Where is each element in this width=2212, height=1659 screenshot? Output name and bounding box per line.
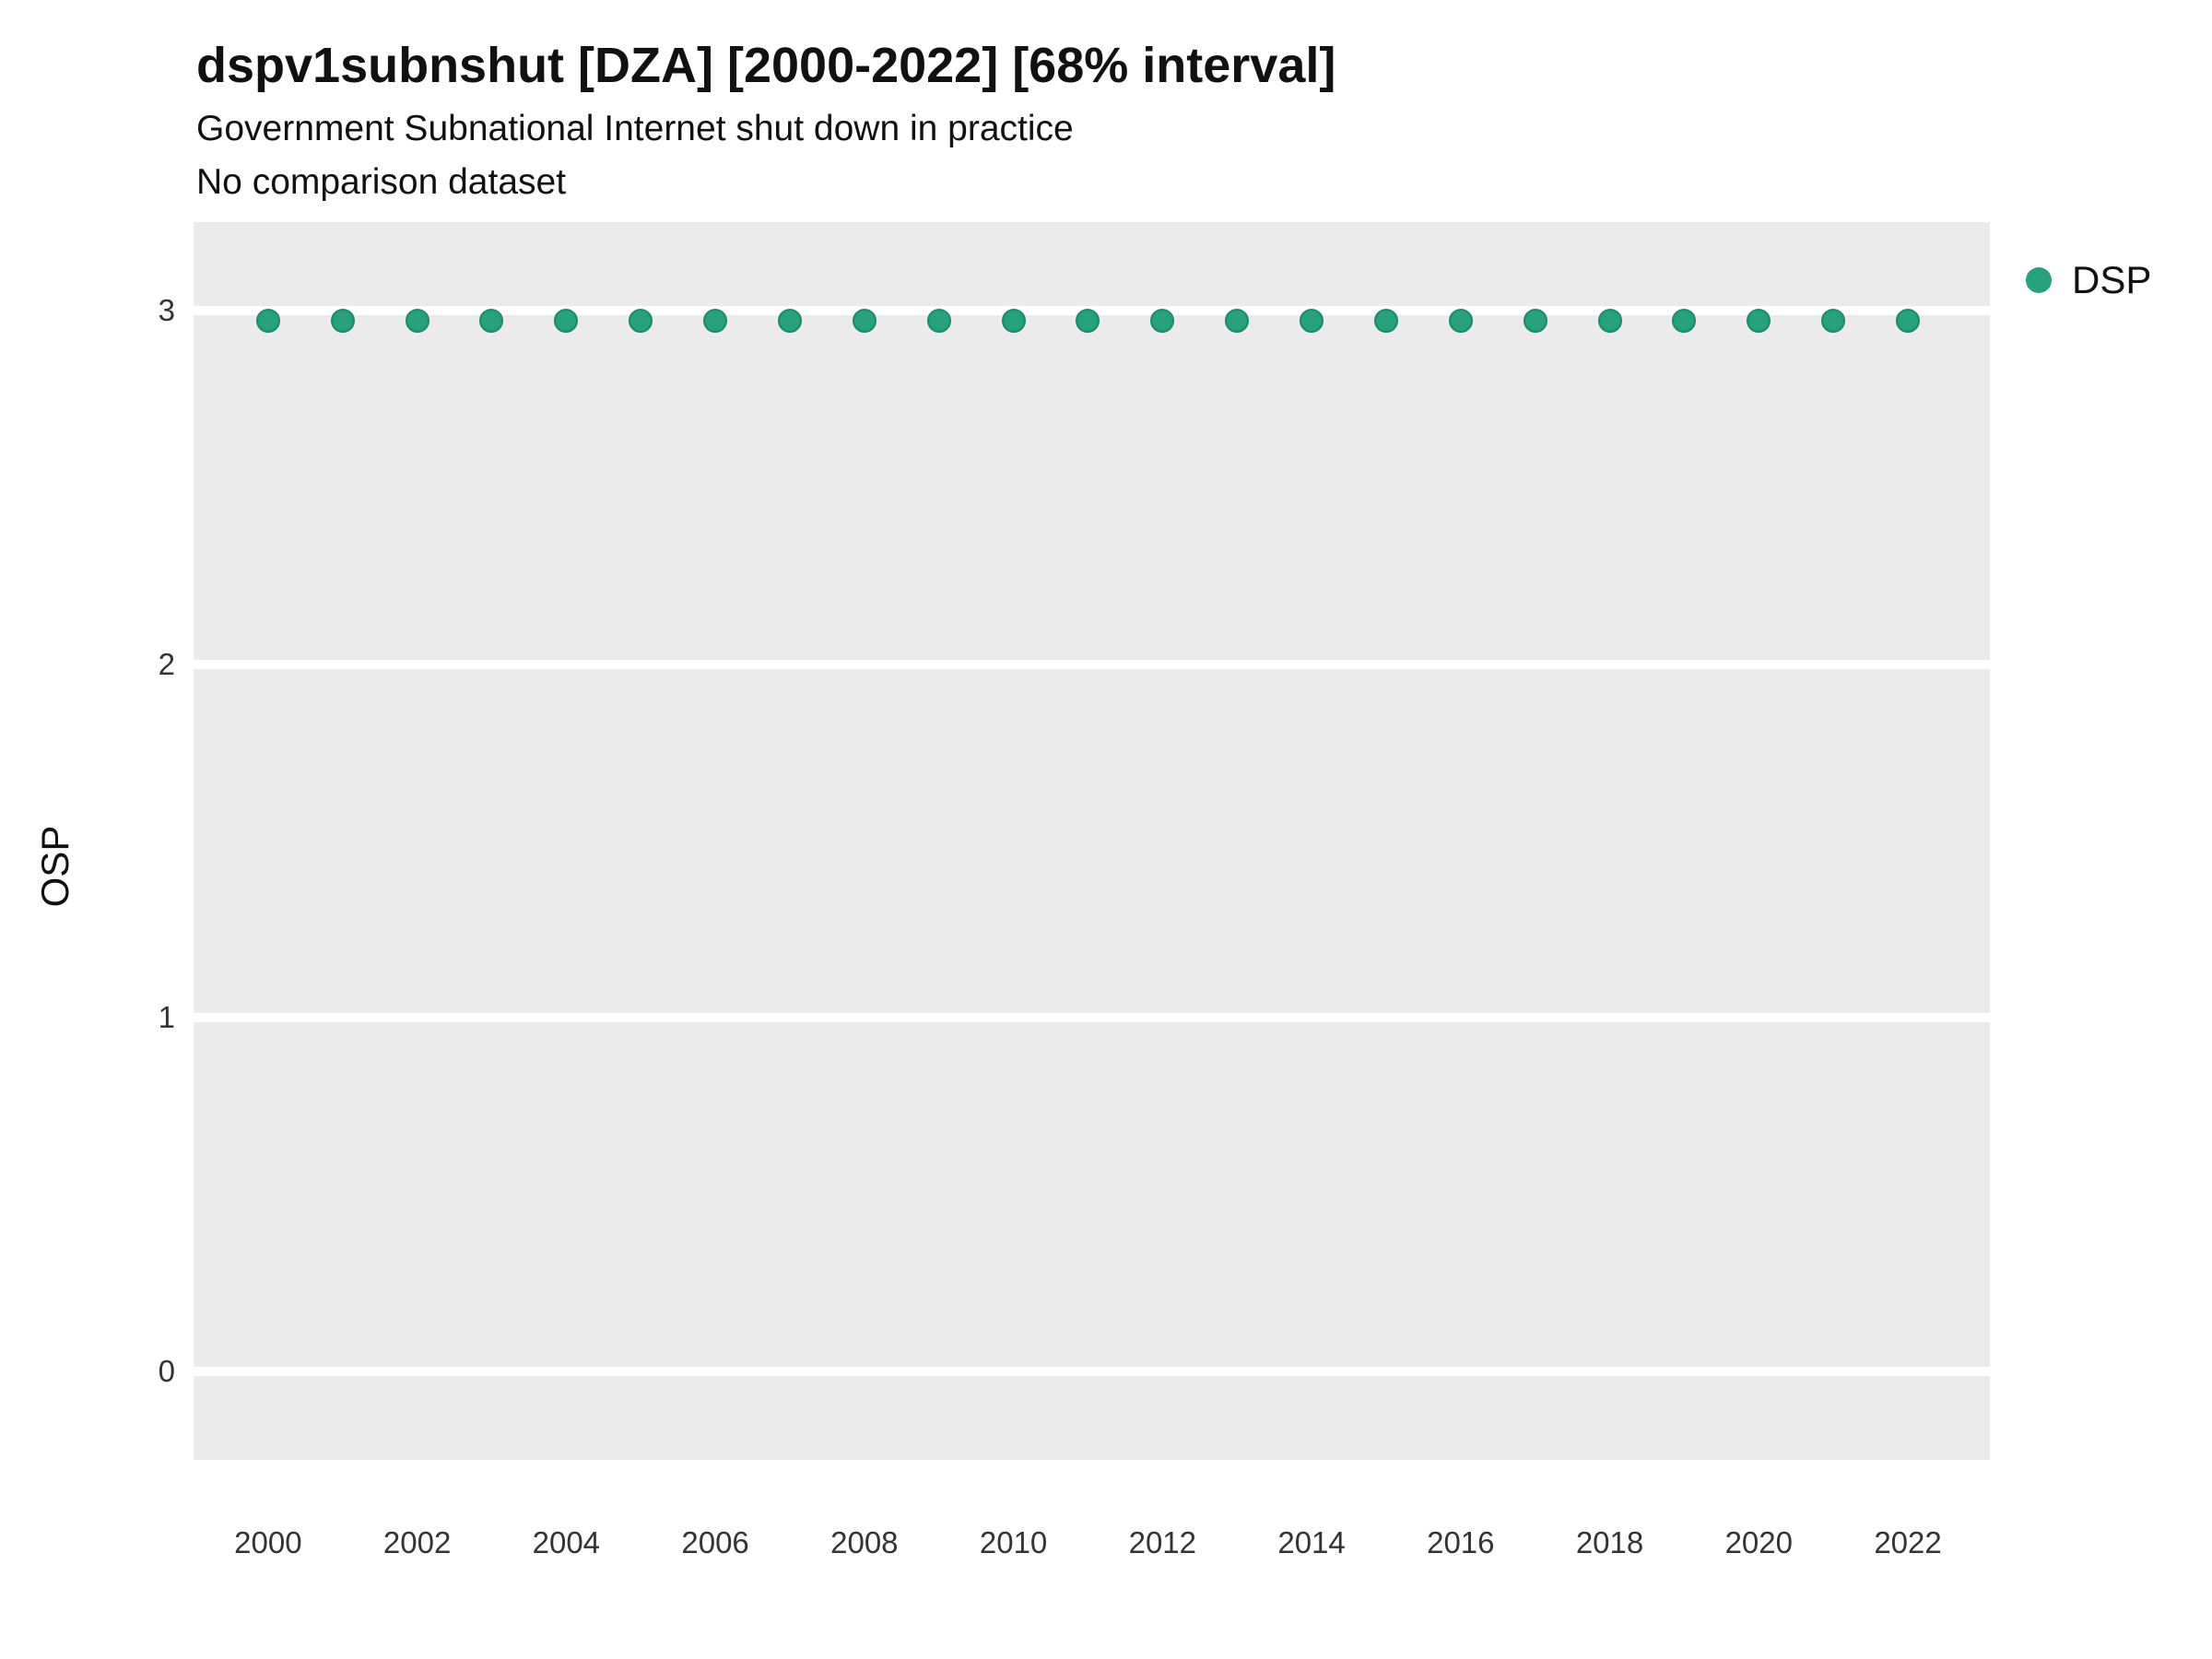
gridline-y-0: [194, 1367, 1990, 1377]
data-point: [1300, 309, 1324, 334]
y-tick-label: 1: [158, 1000, 175, 1035]
data-point: [1672, 309, 1697, 334]
chart-note: No comparison dataset: [196, 162, 567, 202]
data-point: [479, 309, 504, 334]
legend-marker-icon: [2026, 267, 2052, 293]
data-point: [1896, 309, 1921, 334]
data-point: [926, 309, 951, 334]
x-tick-label: 2004: [532, 1525, 601, 1559]
x-tick-label: 2006: [681, 1525, 749, 1559]
data-point: [405, 309, 429, 334]
x-tick-label: 2022: [1874, 1525, 1942, 1559]
data-point: [1448, 309, 1473, 334]
data-point: [1001, 309, 1026, 334]
x-tick-label: 2000: [234, 1525, 302, 1559]
y-tick-label: 2: [158, 646, 175, 681]
gridline-y-1: [194, 1013, 1990, 1023]
data-point: [852, 309, 877, 334]
data-point: [703, 309, 728, 334]
legend-label: DSP: [2072, 258, 2152, 301]
x-tick-label: 2020: [1724, 1525, 1793, 1559]
data-point: [1150, 309, 1175, 334]
x-tick-label: 2016: [1427, 1525, 1495, 1559]
x-tick-label: 2002: [382, 1525, 452, 1559]
data-point: [629, 309, 653, 334]
data-point: [1076, 309, 1100, 334]
x-tick-label: 2008: [830, 1525, 899, 1559]
x-tick-label: 2012: [1128, 1525, 1197, 1559]
x-tick-label: 2018: [1575, 1525, 1644, 1559]
data-point: [1747, 309, 1771, 334]
data-point: [554, 309, 579, 334]
plot-panel: [194, 222, 1990, 1460]
x-tick-label: 2010: [979, 1525, 1048, 1559]
data-point: [255, 309, 280, 334]
data-point: [1225, 309, 1250, 334]
data-point: [1523, 309, 1547, 334]
y-tick-label: 0: [158, 1354, 175, 1389]
y-axis-label: OSP: [33, 825, 76, 908]
y-tick-label: 3: [158, 292, 175, 327]
chart-title: dspv1subnshut [DZA] [2000-2022] [68% int…: [196, 38, 1336, 93]
data-point: [1373, 309, 1398, 334]
data-point: [330, 309, 355, 334]
data-point: [1597, 309, 1622, 334]
data-point: [777, 309, 802, 334]
data-point: [1821, 309, 1846, 334]
x-tick-label: 2014: [1277, 1525, 1346, 1559]
gridline-y-2: [194, 659, 1990, 669]
chart-subtitle: Government Subnational Internet shut dow…: [196, 109, 1074, 148]
